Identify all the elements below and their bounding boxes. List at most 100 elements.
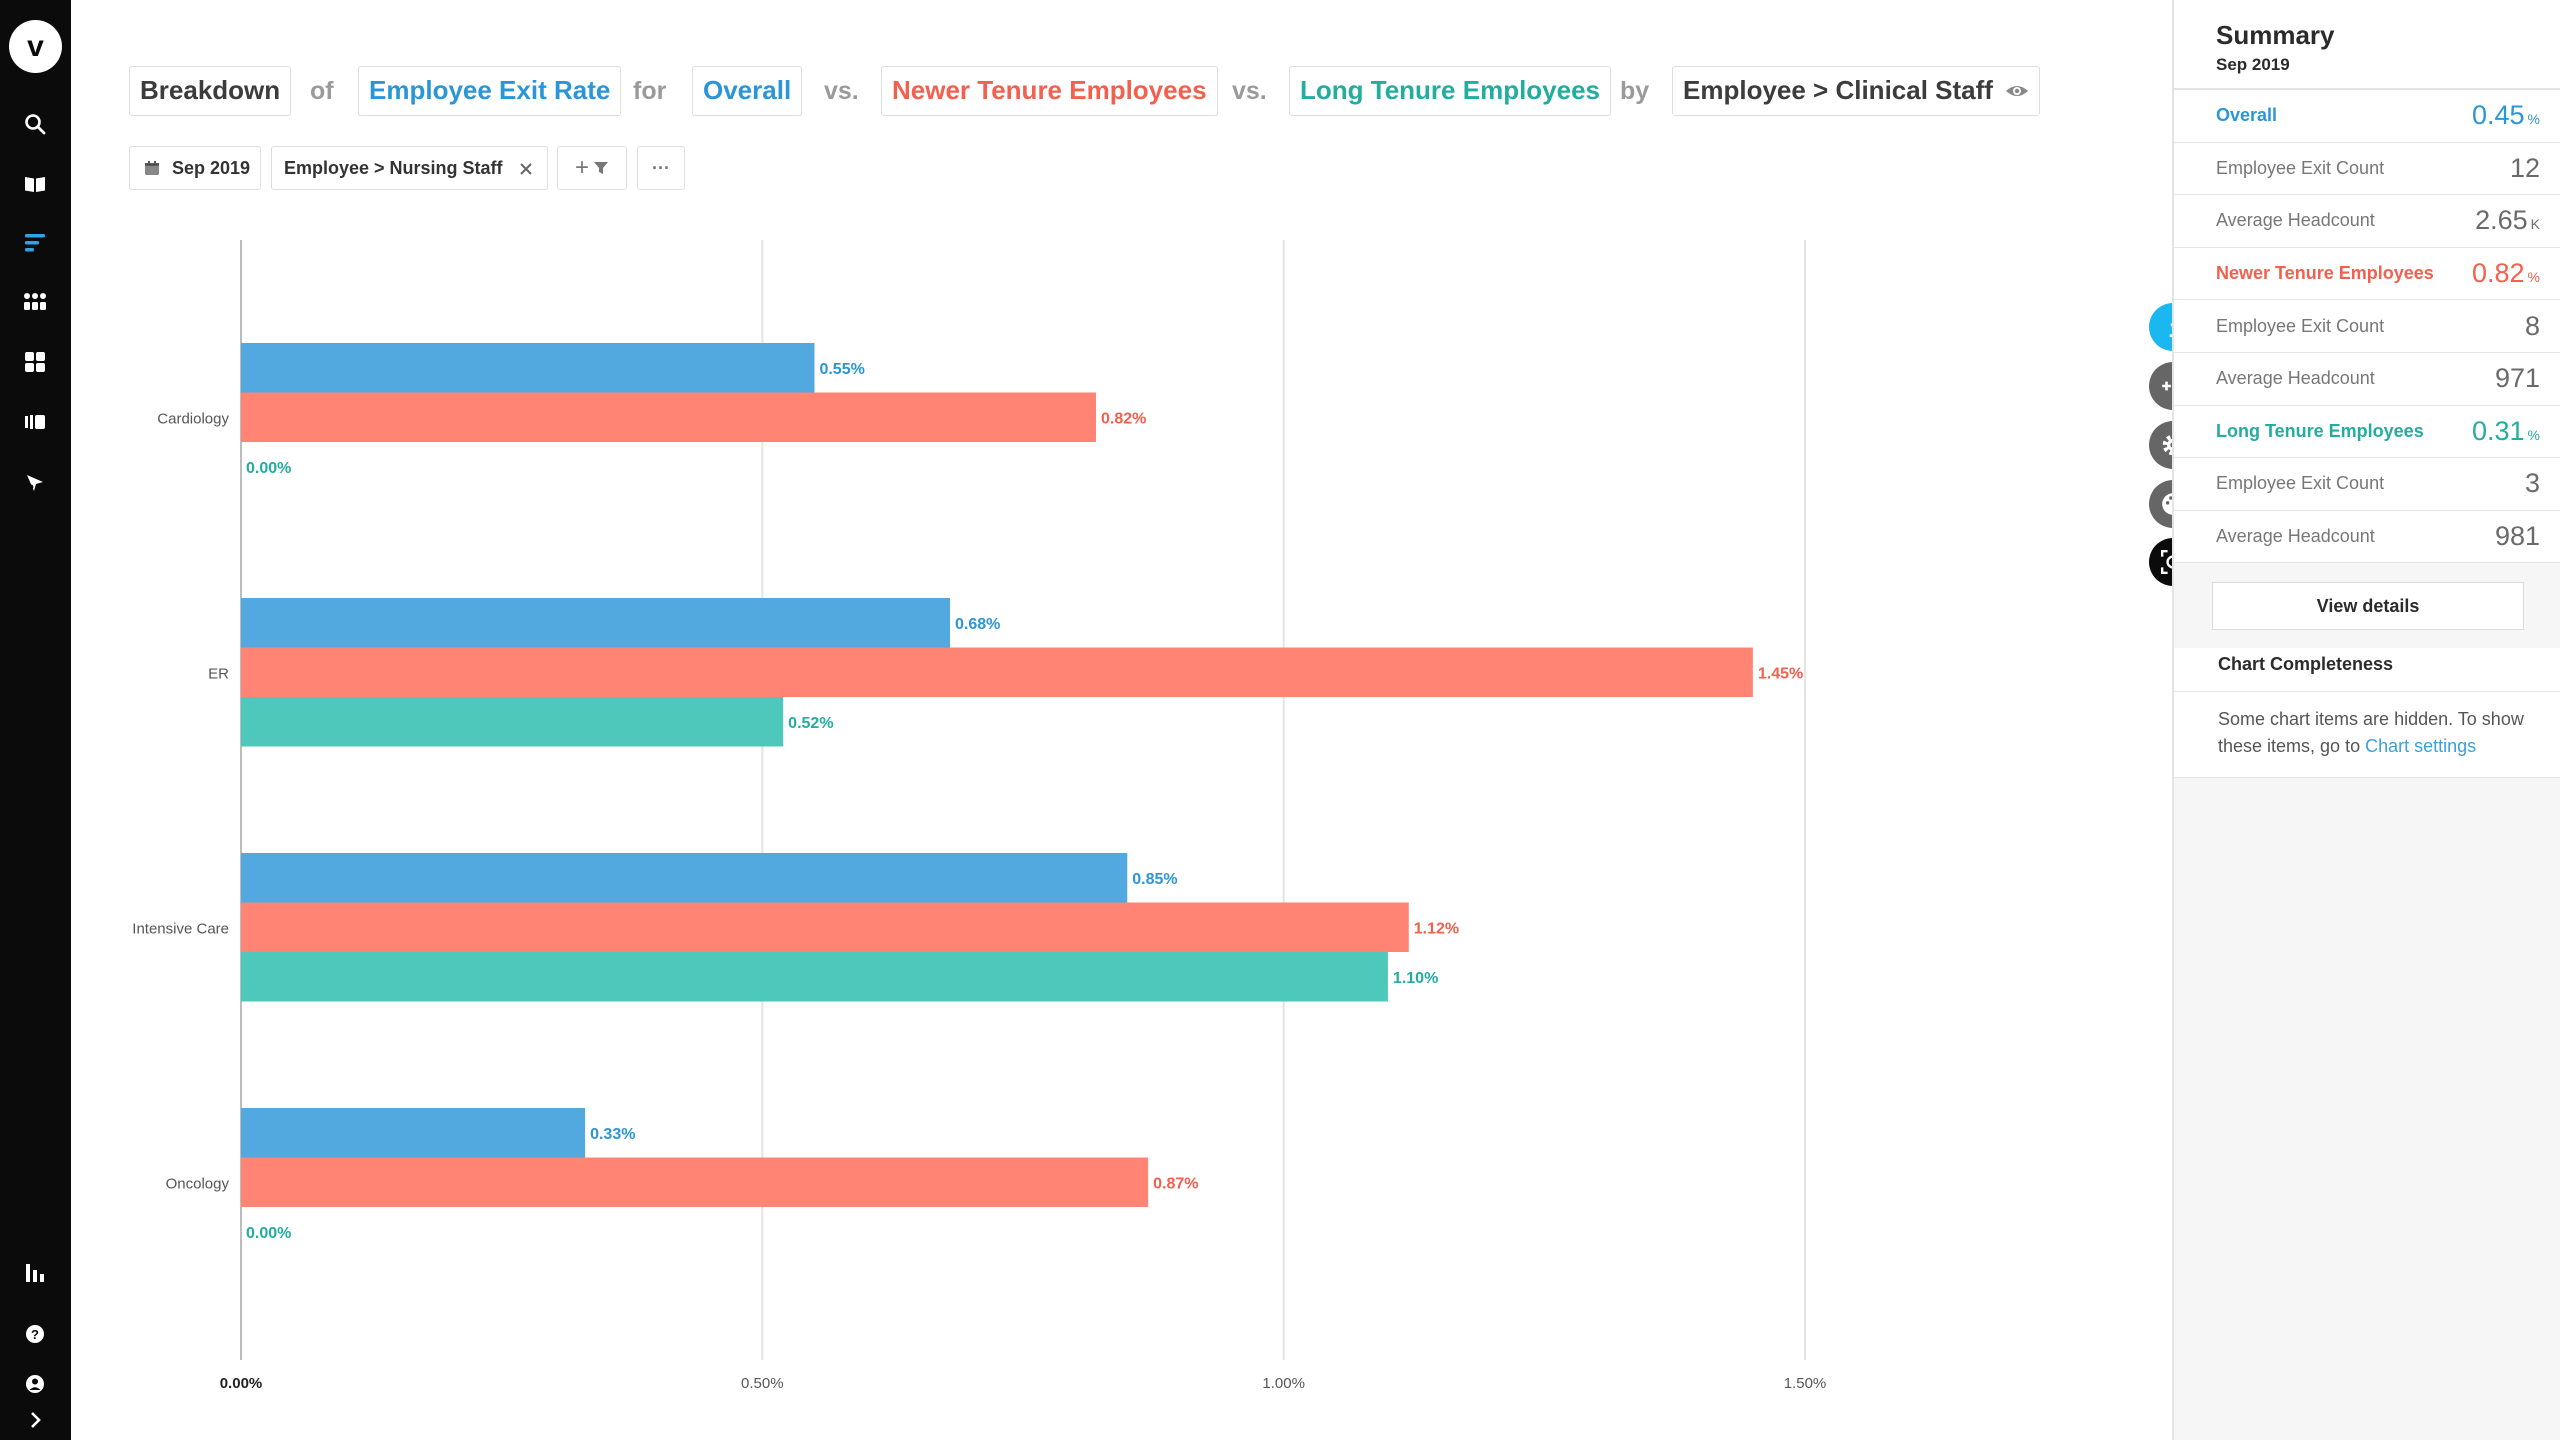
long-tenure-selector[interactable]: Long Tenure Employees [1289, 66, 1612, 116]
summary-row-label: Newer Tenure Employees [2216, 263, 2434, 284]
summary-header: Summary Sep 2019 [2174, 0, 2560, 90]
summary-row-label: Long Tenure Employees [2216, 420, 2424, 441]
summary-row: Employee Exit Count 8 [2174, 300, 2560, 353]
summary-row: Overall 0.45% [2174, 90, 2560, 143]
summary-value-unit: % [2527, 269, 2540, 286]
summary-title: Summary [2216, 20, 2335, 50]
bar [241, 343, 815, 393]
bar [241, 392, 1096, 442]
search-icon[interactable] [14, 103, 56, 145]
account-icon[interactable] [14, 1363, 56, 1405]
summary-value-unit: % [2527, 111, 2540, 128]
filter-funnel-icon [594, 162, 608, 174]
add-filter-button[interactable]: + [557, 146, 627, 190]
expand-icon[interactable] [14, 1399, 56, 1440]
summary-row: Average Headcount 2.65 K [2174, 195, 2560, 248]
breakdown-chart: 0.00% 0.50% 1.00% 1.50% Cardiology 0.55% 0.82%… [132, 240, 1827, 1392]
bar [241, 902, 1409, 952]
nursing-staff-filter[interactable]: Employee > Nursing Staff [271, 146, 548, 190]
explore-icon[interactable] [14, 462, 56, 504]
summary-value-number: 0.82 [2471, 258, 2525, 289]
eye-icon[interactable] [2005, 81, 2029, 101]
category-label: Intensive Care [132, 920, 229, 937]
summary-value-unit: % [2527, 426, 2540, 443]
query-word-vs: vs. [1232, 77, 1267, 105]
close-icon[interactable] [519, 162, 533, 176]
data-label: 0.00% [246, 1225, 291, 1242]
bar [241, 697, 784, 747]
data-label: 1.10% [1393, 970, 1438, 987]
data-label: 0.52% [788, 715, 833, 732]
date-filter[interactable]: Sep 2019 [129, 146, 261, 190]
bar [241, 1108, 586, 1158]
x-tick-label: 1.50% [1784, 1375, 1827, 1392]
category-label: Cardiology [157, 410, 229, 427]
chart-settings-link[interactable]: Chart settings [2365, 736, 2477, 756]
calendar-icon [145, 161, 159, 175]
summary-row-value: 12 [2510, 153, 2540, 184]
x-tick-label: 0.50% [741, 1375, 784, 1392]
grid-dots-icon[interactable] [14, 281, 56, 323]
summary-value-number: 3 [2524, 468, 2540, 499]
chart-completeness-title: Chart Completeness [2174, 648, 2560, 692]
bar [241, 647, 1753, 697]
query-word-for: for [633, 77, 667, 105]
x-tick-label: 1.00% [1262, 1375, 1305, 1392]
library-icon[interactable] [14, 163, 56, 205]
dashboard-icon[interactable] [14, 341, 56, 383]
summary-row-label: Overall [2216, 105, 2278, 126]
summary-value-number: 0.45 [2471, 100, 2525, 131]
breakdown-selector[interactable]: Breakdown [129, 66, 292, 116]
data-label: 0.68% [955, 616, 1000, 633]
summary-rows: Overall 0.45% Employee Exit Count 12 Average… [2174, 90, 2560, 564]
summary-row: Long Tenure Employees 0.31% [2174, 405, 2560, 459]
summary-row-value: 0.45% [2472, 100, 2540, 131]
data-label: 1.12% [1414, 920, 1459, 937]
filter-label: Employee > Nursing Staff [284, 157, 503, 178]
summary-row-label: Average Headcount [2216, 368, 2375, 389]
overall-selector[interactable]: Overall [692, 66, 803, 116]
x-tick-label: 0.00% [220, 1375, 263, 1392]
summary-row-value: 0.82% [2472, 258, 2540, 289]
summary-row-label: Employee Exit Count [2216, 473, 2385, 494]
view-details-button[interactable]: View details [2212, 582, 2524, 630]
stats-icon[interactable] [14, 1252, 56, 1294]
logo[interactable]: v [9, 20, 62, 73]
dimension-label: Employee > Clinical Staff [1683, 75, 1993, 105]
data-label: 0.55% [819, 361, 864, 378]
category-label: Oncology [166, 1175, 230, 1192]
summary-date: Sep 2019 [2216, 55, 2290, 74]
completeness-message: Some chart items are hidden. To show the… [2218, 709, 2524, 756]
bar [241, 853, 1128, 903]
summary-value-number: 981 [2494, 521, 2540, 552]
summary-row-value: 0.31% [2472, 416, 2540, 447]
summary-value-number: 971 [2494, 363, 2540, 394]
dimension-selector[interactable]: Employee > Clinical Staff [1672, 66, 2040, 116]
data-label: 0.33% [590, 1126, 635, 1143]
summary-row: Newer Tenure Employees 0.82% [2174, 247, 2560, 301]
breakdown-icon[interactable] [14, 222, 56, 264]
summary-row: Employee Exit Count 12 [2174, 142, 2560, 196]
summary-row: Employee Exit Count 3 [2174, 458, 2560, 511]
newer-tenure-selector[interactable]: Newer Tenure Employees [881, 66, 1218, 116]
summary-row: Average Headcount 981 [2174, 510, 2560, 564]
bar [241, 598, 951, 648]
logo-letter: v [27, 29, 44, 63]
summary-row: Average Headcount 971 [2174, 352, 2560, 406]
data-label: 0.00% [246, 460, 291, 477]
summary-row-label: Employee Exit Count [2216, 315, 2385, 336]
summary-row-value: 981 [2495, 521, 2540, 552]
metric-selector[interactable]: Employee Exit Rate [358, 66, 622, 116]
data-label: 0.82% [1101, 410, 1146, 427]
summary-row-label: Average Headcount [2216, 210, 2375, 231]
summary-row-value: 2.65 K [2475, 205, 2540, 236]
summary-value-number: 0.31 [2471, 415, 2525, 446]
date-filter-label: Sep 2019 [172, 157, 251, 178]
category-label: ER [208, 665, 229, 682]
help-icon[interactable]: ? [14, 1313, 56, 1355]
storyboard-icon[interactable] [14, 401, 56, 443]
more-options-button[interactable]: ··· [637, 146, 685, 190]
query-word-of: of [310, 77, 334, 105]
query-word-vs: vs. [824, 77, 859, 105]
query-word-by: by [1620, 77, 1650, 105]
